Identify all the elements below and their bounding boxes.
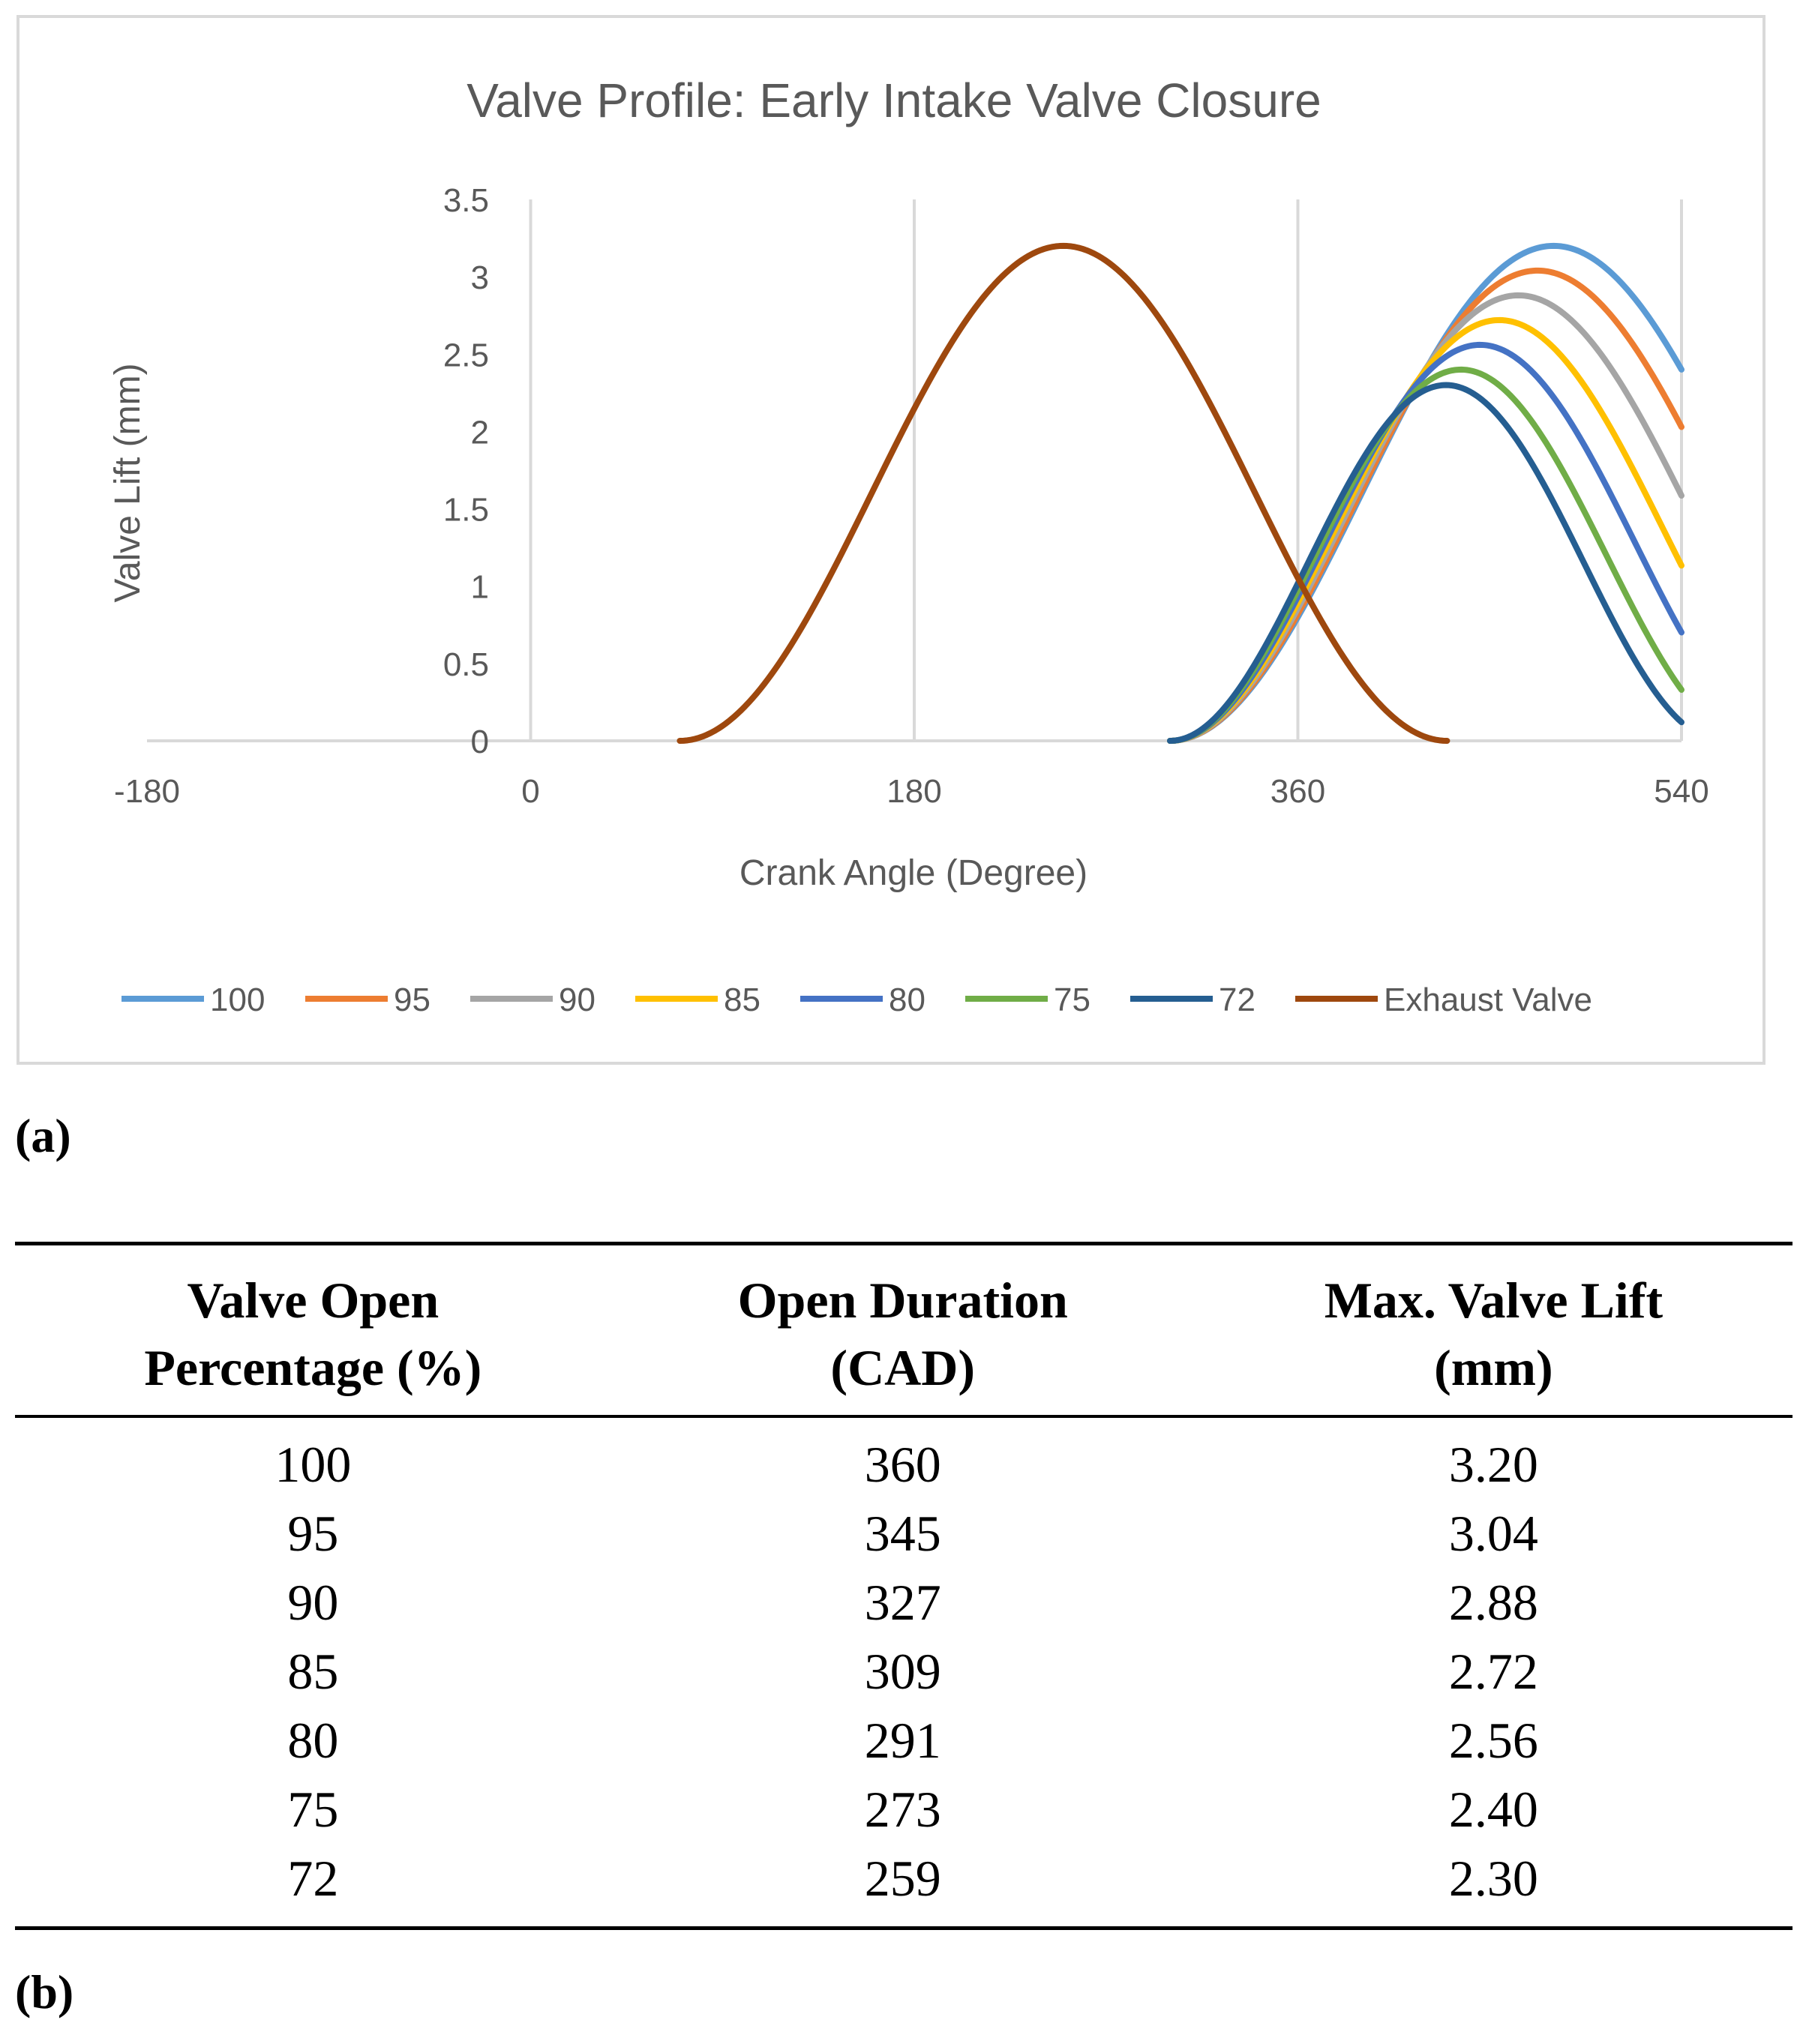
table-header-row: Valve Open Percentage (%) Open Duration … — [15, 1243, 1792, 1417]
cell-percentage: 90 — [287, 1574, 339, 1631]
x-tick-label: 540 — [1654, 773, 1708, 810]
series-line-95 — [1167, 267, 1684, 744]
cell-percentage: 100 — [274, 1436, 352, 1493]
y-tick-label: 3.5 — [443, 182, 489, 219]
x-tick-label: -180 — [114, 773, 180, 810]
cell-max-lift: 3.20 — [1448, 1436, 1538, 1493]
header-open-duration: Open Duration (CAD) — [611, 1244, 1195, 1417]
cell-max-lift: 3.04 — [1448, 1505, 1538, 1562]
cell-duration: 291 — [864, 1712, 941, 1769]
series-line-75 — [1167, 366, 1684, 744]
legend-label: 72 — [1219, 982, 1256, 1018]
legend-label: Exhaust Valve — [1384, 982, 1592, 1018]
header-valve-open: Valve Open Percentage (%) — [15, 1244, 611, 1417]
legend-label: 85 — [724, 982, 760, 1018]
cell-max-lift: 2.40 — [1448, 1781, 1538, 1838]
cell-percentage: 72 — [287, 1850, 339, 1907]
chart-legend: 100 95 90 85 80 75 72 Exhaust Valve — [122, 982, 1592, 1018]
x-axis-label: Crank Angle (Degree) — [740, 853, 1088, 893]
figure-a-text: (a) — [15, 1109, 71, 1162]
cell-duration: 309 — [864, 1643, 941, 1700]
header-max-lift-line1: Max. Valve Lift — [1324, 1272, 1664, 1329]
header-max-lift-line2: (mm) — [1434, 1339, 1553, 1396]
cell-max-lift: 2.56 — [1448, 1712, 1538, 1769]
cell-duration: 259 — [864, 1850, 941, 1907]
cell-percentage: 75 — [287, 1781, 339, 1838]
figure-a-label: (a) — [15, 1108, 71, 1164]
header-valve-open-line2: Percentage (%) — [144, 1339, 482, 1396]
table-row: 72 259 2.30 — [15, 1844, 1792, 1929]
y-tick-label: 2.5 — [443, 337, 489, 373]
y-tick-label: 0 — [471, 724, 489, 760]
y-tick-label: 3 — [471, 259, 489, 296]
legend-label: 95 — [394, 982, 430, 1018]
x-tick-label: 180 — [886, 773, 941, 810]
x-tick-label: 360 — [1270, 773, 1325, 810]
legend-label: 75 — [1054, 982, 1090, 1018]
header-open-duration-line2: (CAD) — [830, 1339, 976, 1396]
cell-duration: 345 — [864, 1505, 941, 1562]
y-axis-label: Valve Lift (mm) — [108, 363, 148, 602]
table-row: 75 273 2.40 — [15, 1775, 1792, 1844]
table-row: 80 291 2.56 — [15, 1706, 1792, 1775]
figure-b-label: (b) — [15, 1965, 74, 2020]
cell-percentage: 95 — [287, 1505, 339, 1562]
header-open-duration-line1: Open Duration — [737, 1272, 1068, 1329]
legend-label: 80 — [889, 982, 926, 1018]
cell-max-lift: 2.88 — [1448, 1574, 1538, 1631]
valve-data-table: Valve Open Percentage (%) Open Duration … — [15, 1242, 1792, 1933]
y-tick-label: 1 — [471, 569, 489, 606]
cell-duration: 273 — [864, 1781, 941, 1838]
figure-b-text: (b) — [15, 1965, 74, 2019]
cell-percentage: 80 — [287, 1712, 339, 1769]
y-tick-label: 2 — [471, 414, 489, 451]
header-valve-open-line1: Valve Open — [187, 1272, 440, 1329]
series-line-exhaust-valve — [676, 242, 1450, 744]
table-row: 100 360 3.20 — [15, 1416, 1792, 1499]
cell-max-lift: 2.30 — [1448, 1850, 1538, 1907]
y-tick-label: 0.5 — [443, 646, 489, 683]
chart-container: Valve Profile: Early Intake Valve Closur… — [16, 15, 1766, 1065]
legend-label: 90 — [559, 982, 596, 1018]
cell-duration: 360 — [864, 1436, 941, 1493]
table-row: 95 345 3.04 — [15, 1499, 1792, 1568]
cell-percentage: 85 — [287, 1643, 339, 1700]
table-row: 90 327 2.88 — [15, 1568, 1792, 1637]
series-line-100 — [1167, 242, 1684, 744]
table-row: 85 309 2.72 — [15, 1637, 1792, 1706]
series-line-72 — [1167, 382, 1684, 744]
header-max-lift: Max. Valve Lift (mm) — [1195, 1244, 1792, 1417]
y-tick-label: 1.5 — [443, 492, 489, 529]
cell-duration: 327 — [864, 1574, 941, 1631]
cell-max-lift: 2.72 — [1448, 1643, 1538, 1700]
legend-label: 100 — [210, 982, 265, 1018]
x-tick-label: 0 — [521, 773, 539, 810]
chart-title: Valve Profile: Early Intake Valve Closur… — [466, 73, 1321, 127]
valve-profile-chart: Valve Profile: Early Intake Valve Closur… — [108, 73, 1709, 1018]
